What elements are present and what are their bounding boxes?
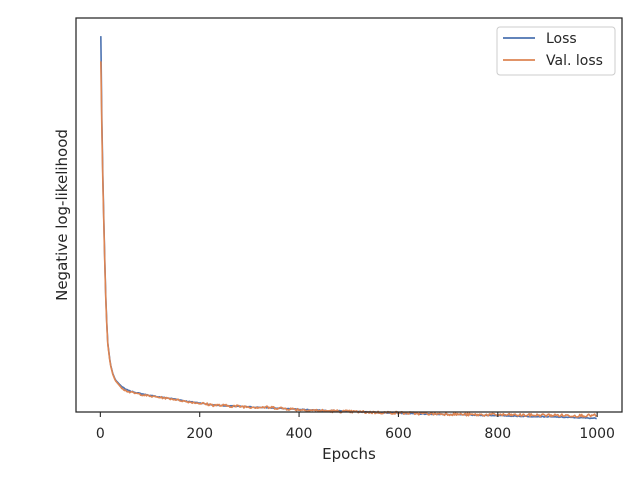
x-tick-label: 400 xyxy=(286,426,313,442)
legend-box xyxy=(496,26,616,76)
axes-frame xyxy=(75,17,623,413)
series-line-val-loss xyxy=(100,61,597,418)
x-tick-label: 600 xyxy=(385,426,412,442)
y-axis-label: Negative log-likelihood xyxy=(53,129,71,301)
legend-loss-label: Loss xyxy=(546,31,577,47)
series-group xyxy=(100,36,597,420)
x-tick-label: 0 xyxy=(96,426,105,442)
plot-area xyxy=(75,17,623,420)
x-tick-label: 1000 xyxy=(579,426,615,442)
legend: Loss Val. loss xyxy=(496,26,616,76)
x-axis-label: Epochs xyxy=(322,445,376,463)
x-tick-label: 200 xyxy=(186,426,213,442)
x-axis-ticks: 0 200 400 600 800 1000 xyxy=(96,412,615,442)
x-tick-label: 800 xyxy=(484,426,511,442)
legend-val-loss-label: Val. loss xyxy=(546,53,603,69)
